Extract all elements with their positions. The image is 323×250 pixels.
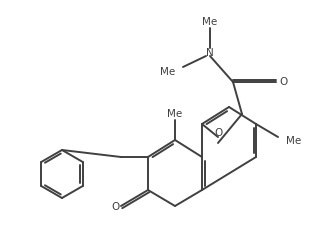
Text: N: N [206, 48, 214, 58]
Text: Me: Me [160, 67, 175, 77]
Text: O: O [214, 128, 222, 138]
Text: O: O [111, 201, 119, 211]
Text: O: O [279, 77, 287, 87]
Text: Me: Me [203, 17, 218, 27]
Text: Me: Me [286, 136, 301, 145]
Text: Me: Me [167, 108, 182, 118]
